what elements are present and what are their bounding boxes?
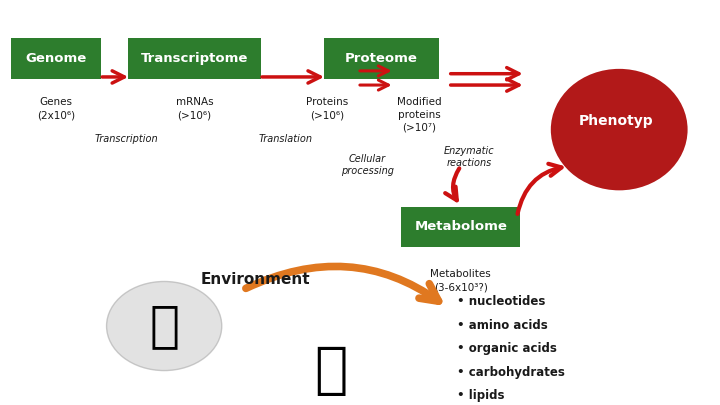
FancyBboxPatch shape [402, 207, 521, 247]
Text: Environment: Environment [201, 272, 310, 287]
Text: Metabolome: Metabolome [415, 220, 507, 233]
Ellipse shape [107, 281, 222, 371]
Text: 🍔: 🍔 [315, 343, 348, 398]
Text: mRNAs
(>10⁶): mRNAs (>10⁶) [176, 97, 213, 120]
Text: Cellular
processing: Cellular processing [341, 154, 394, 176]
Text: • organic acids: • organic acids [457, 342, 557, 355]
Text: Genome: Genome [25, 52, 87, 65]
Text: Translation: Translation [259, 134, 313, 144]
Text: Transcriptome: Transcriptome [140, 52, 248, 65]
Text: Proteome: Proteome [345, 52, 418, 65]
Text: Metabolites
(3-6x10³?): Metabolites (3-6x10³?) [431, 269, 491, 292]
Text: Phenotyp: Phenotyp [691, 104, 720, 122]
Text: Transcription: Transcription [94, 134, 158, 144]
Ellipse shape [551, 69, 688, 190]
FancyBboxPatch shape [128, 38, 261, 79]
Text: • carbohydrates: • carbohydrates [457, 366, 565, 379]
Text: • nucleotides: • nucleotides [457, 295, 546, 308]
Text: 👟: 👟 [149, 302, 179, 350]
Text: Proteins
(>10⁶): Proteins (>10⁶) [307, 97, 348, 120]
Text: Genes
(2x10⁶): Genes (2x10⁶) [37, 97, 75, 120]
Text: Phenotyp: Phenotyp [578, 115, 653, 128]
FancyBboxPatch shape [11, 38, 101, 79]
Text: • amino acids: • amino acids [457, 319, 548, 332]
FancyBboxPatch shape [324, 38, 439, 79]
Text: Enzymatic
reactions: Enzymatic reactions [444, 146, 495, 168]
Text: Modified
proteins
(>10⁷): Modified proteins (>10⁷) [397, 97, 441, 133]
Text: • lipids: • lipids [457, 389, 505, 402]
